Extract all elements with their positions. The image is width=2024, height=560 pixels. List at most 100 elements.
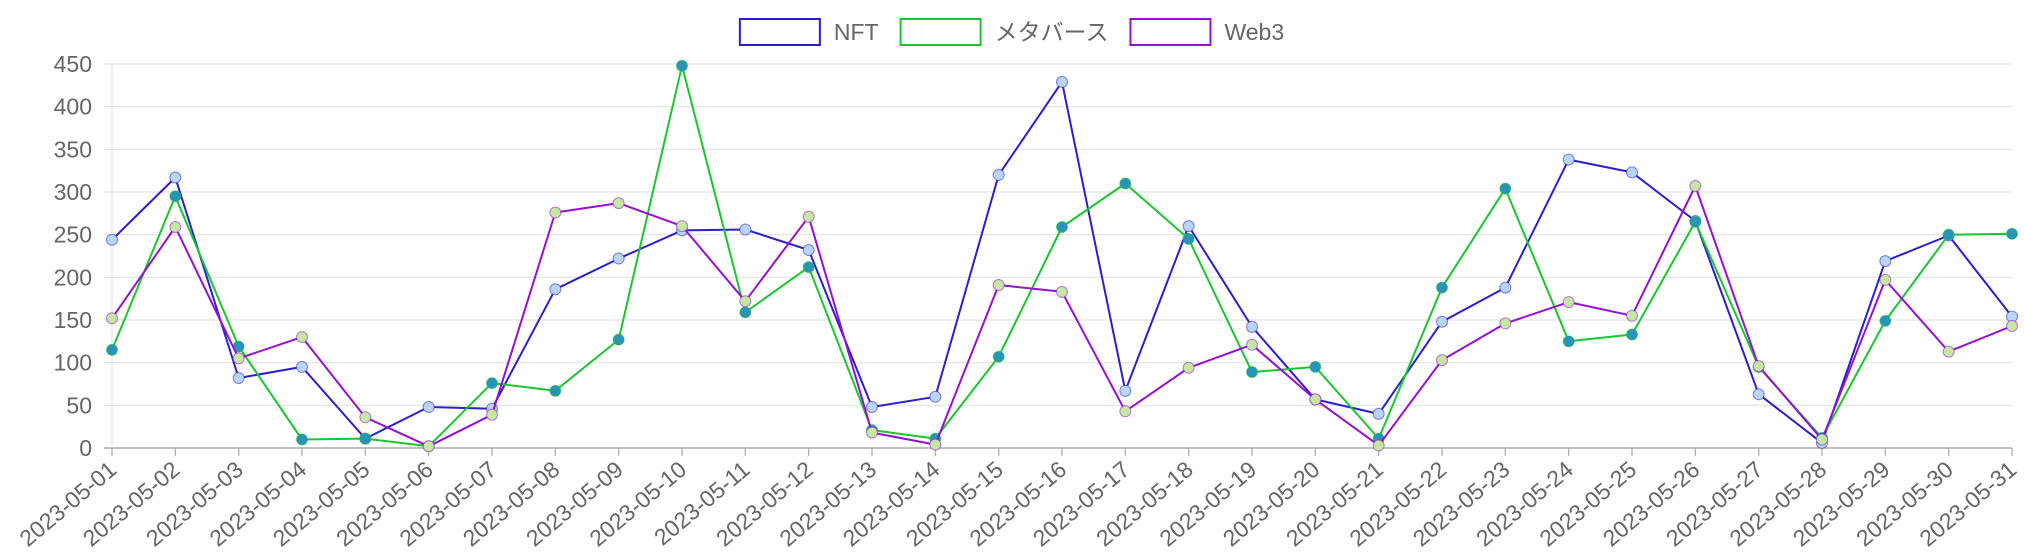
data-point[interactable] — [929, 390, 942, 403]
data-point[interactable] — [612, 252, 625, 265]
data-point[interactable] — [929, 438, 942, 451]
data-point[interactable] — [1372, 407, 1385, 420]
data-point[interactable] — [1246, 338, 1258, 351]
data-point[interactable] — [1372, 439, 1385, 452]
data-point[interactable] — [1056, 75, 1068, 88]
data-point[interactable] — [1246, 366, 1258, 379]
chart-series — [106, 59, 2018, 453]
data-point[interactable] — [1752, 360, 1765, 373]
data-point[interactable] — [802, 210, 815, 223]
data-point[interactable] — [1436, 281, 1448, 294]
data-point[interactable] — [992, 168, 1005, 181]
data-point[interactable] — [1689, 215, 1702, 228]
data-point[interactable] — [1056, 285, 1068, 298]
data-point[interactable] — [422, 401, 435, 414]
data-point[interactable] — [1309, 360, 1322, 373]
data-point[interactable] — [232, 352, 245, 365]
data-point[interactable] — [1942, 345, 1955, 358]
data-point[interactable] — [549, 283, 562, 296]
data-point[interactable] — [866, 401, 878, 414]
data-point[interactable] — [1436, 315, 1448, 328]
data-point[interactable] — [1879, 273, 1892, 286]
legend-item[interactable]: NFT — [738, 18, 879, 46]
y-tick-label: 350 — [54, 136, 92, 162]
data-point[interactable] — [1182, 232, 1195, 245]
data-point[interactable] — [1816, 433, 1828, 446]
x-axis: 2023-05-012023-05-022023-05-032023-05-04… — [14, 448, 2021, 551]
data-point[interactable] — [1056, 220, 1068, 233]
data-point[interactable] — [296, 433, 308, 446]
legend-item[interactable]: Web3 — [1129, 18, 1284, 46]
series-1 — [106, 75, 2018, 449]
chart-grid — [104, 63, 2012, 449]
legend-swatch — [899, 18, 982, 46]
data-point[interactable] — [866, 426, 878, 439]
data-point[interactable] — [169, 190, 182, 203]
data-point[interactable] — [1119, 384, 1132, 397]
data-point[interactable] — [1562, 296, 1575, 309]
data-point[interactable] — [2006, 227, 2018, 240]
data-point[interactable] — [106, 233, 118, 246]
data-point[interactable] — [1499, 317, 1512, 330]
legend-swatch — [1129, 18, 1212, 46]
data-point[interactable] — [232, 372, 245, 385]
y-tick-label: 150 — [54, 307, 92, 333]
legend-swatch — [738, 18, 821, 46]
data-point[interactable] — [739, 295, 752, 308]
data-point[interactable] — [739, 306, 752, 319]
data-point[interactable] — [359, 411, 372, 424]
y-tick-label: 450 — [54, 51, 92, 77]
data-point[interactable] — [1309, 393, 1322, 406]
y-tick-label: 250 — [54, 222, 92, 248]
data-point[interactable] — [1182, 361, 1195, 374]
data-point[interactable] — [359, 432, 372, 445]
data-point[interactable] — [1626, 309, 1638, 322]
data-point[interactable] — [169, 171, 182, 184]
data-point[interactable] — [486, 377, 498, 390]
data-point[interactable] — [676, 220, 688, 233]
data-point[interactable] — [992, 279, 1005, 292]
y-tick-label: 300 — [54, 179, 92, 205]
data-point[interactable] — [1119, 405, 1132, 418]
series-line — [111, 80, 2013, 444]
data-point[interactable] — [1246, 320, 1258, 333]
data-point[interactable] — [1626, 328, 1638, 341]
data-point[interactable] — [676, 59, 688, 72]
data-point[interactable] — [2006, 319, 2018, 332]
data-point[interactable] — [1942, 228, 1955, 241]
data-point[interactable] — [1499, 182, 1512, 195]
legend-label: NFT — [834, 19, 879, 45]
data-point[interactable] — [739, 223, 752, 236]
data-point[interactable] — [802, 244, 815, 257]
data-point[interactable] — [296, 331, 308, 344]
data-point[interactable] — [1689, 180, 1702, 193]
data-point[interactable] — [296, 360, 308, 373]
data-point[interactable] — [612, 197, 625, 210]
data-point[interactable] — [612, 333, 625, 346]
data-point[interactable] — [1562, 153, 1575, 166]
data-point[interactable] — [1182, 220, 1195, 233]
data-point[interactable] — [422, 440, 435, 453]
series-line — [111, 64, 2013, 448]
data-point[interactable] — [1436, 354, 1448, 367]
data-point[interactable] — [549, 384, 562, 397]
data-point[interactable] — [802, 261, 815, 274]
data-point[interactable] — [1626, 166, 1638, 179]
data-point[interactable] — [1752, 388, 1765, 401]
y-axis: 0 50 100 150 200 250 300 350 400 450 — [54, 51, 92, 461]
data-point[interactable] — [106, 343, 118, 356]
legend-item[interactable]: メタバース — [899, 18, 1109, 46]
y-tick-label: 100 — [54, 350, 92, 376]
data-point[interactable] — [549, 206, 562, 219]
data-point[interactable] — [1499, 281, 1512, 294]
data-point[interactable] — [1879, 255, 1892, 268]
data-point[interactable] — [1879, 314, 1892, 327]
data-point[interactable] — [169, 220, 182, 233]
data-point[interactable] — [1562, 335, 1575, 348]
data-point[interactable] — [1119, 177, 1132, 190]
chart-legend: NFT メタバース Web3 — [738, 18, 1284, 46]
data-point[interactable] — [106, 312, 118, 325]
data-point[interactable] — [486, 408, 498, 421]
data-point[interactable] — [992, 350, 1005, 363]
